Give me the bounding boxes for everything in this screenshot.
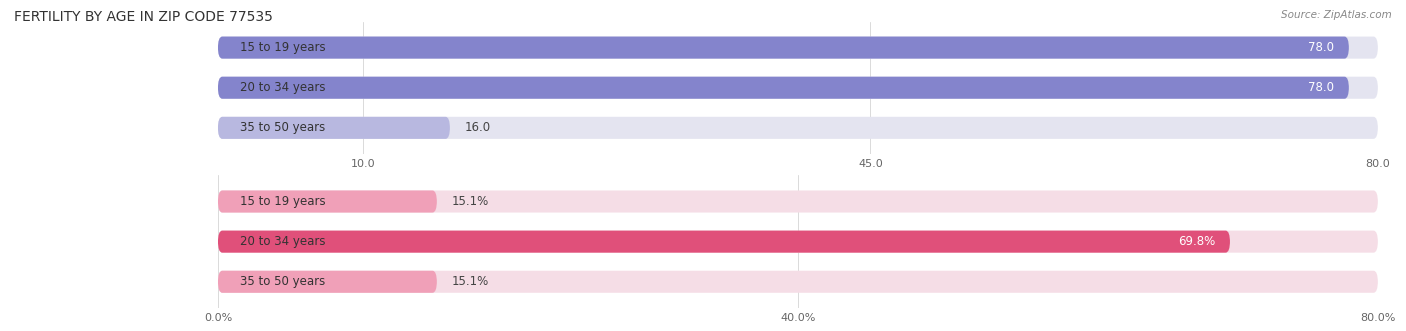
Text: 35 to 50 years: 35 to 50 years: [239, 275, 325, 288]
Text: Source: ZipAtlas.com: Source: ZipAtlas.com: [1281, 10, 1392, 20]
FancyBboxPatch shape: [218, 36, 1378, 59]
Text: 35 to 50 years: 35 to 50 years: [239, 121, 325, 134]
FancyBboxPatch shape: [218, 190, 1378, 213]
FancyBboxPatch shape: [218, 36, 1348, 59]
FancyBboxPatch shape: [218, 117, 450, 139]
Text: 20 to 34 years: 20 to 34 years: [239, 235, 325, 248]
FancyBboxPatch shape: [218, 231, 1378, 253]
Text: 15.1%: 15.1%: [451, 275, 489, 288]
FancyBboxPatch shape: [218, 271, 1378, 293]
Text: 78.0: 78.0: [1309, 41, 1334, 54]
FancyBboxPatch shape: [218, 271, 437, 293]
Text: 15 to 19 years: 15 to 19 years: [239, 41, 325, 54]
Text: 15 to 19 years: 15 to 19 years: [239, 195, 325, 208]
FancyBboxPatch shape: [218, 231, 1230, 253]
Text: 69.8%: 69.8%: [1178, 235, 1215, 248]
FancyBboxPatch shape: [218, 190, 437, 213]
FancyBboxPatch shape: [218, 77, 1378, 99]
Text: 16.0: 16.0: [464, 121, 491, 134]
Text: FERTILITY BY AGE IN ZIP CODE 77535: FERTILITY BY AGE IN ZIP CODE 77535: [14, 10, 273, 24]
Text: 20 to 34 years: 20 to 34 years: [239, 81, 325, 94]
FancyBboxPatch shape: [218, 117, 1378, 139]
FancyBboxPatch shape: [218, 77, 1348, 99]
Text: 78.0: 78.0: [1309, 81, 1334, 94]
Text: 15.1%: 15.1%: [451, 195, 489, 208]
